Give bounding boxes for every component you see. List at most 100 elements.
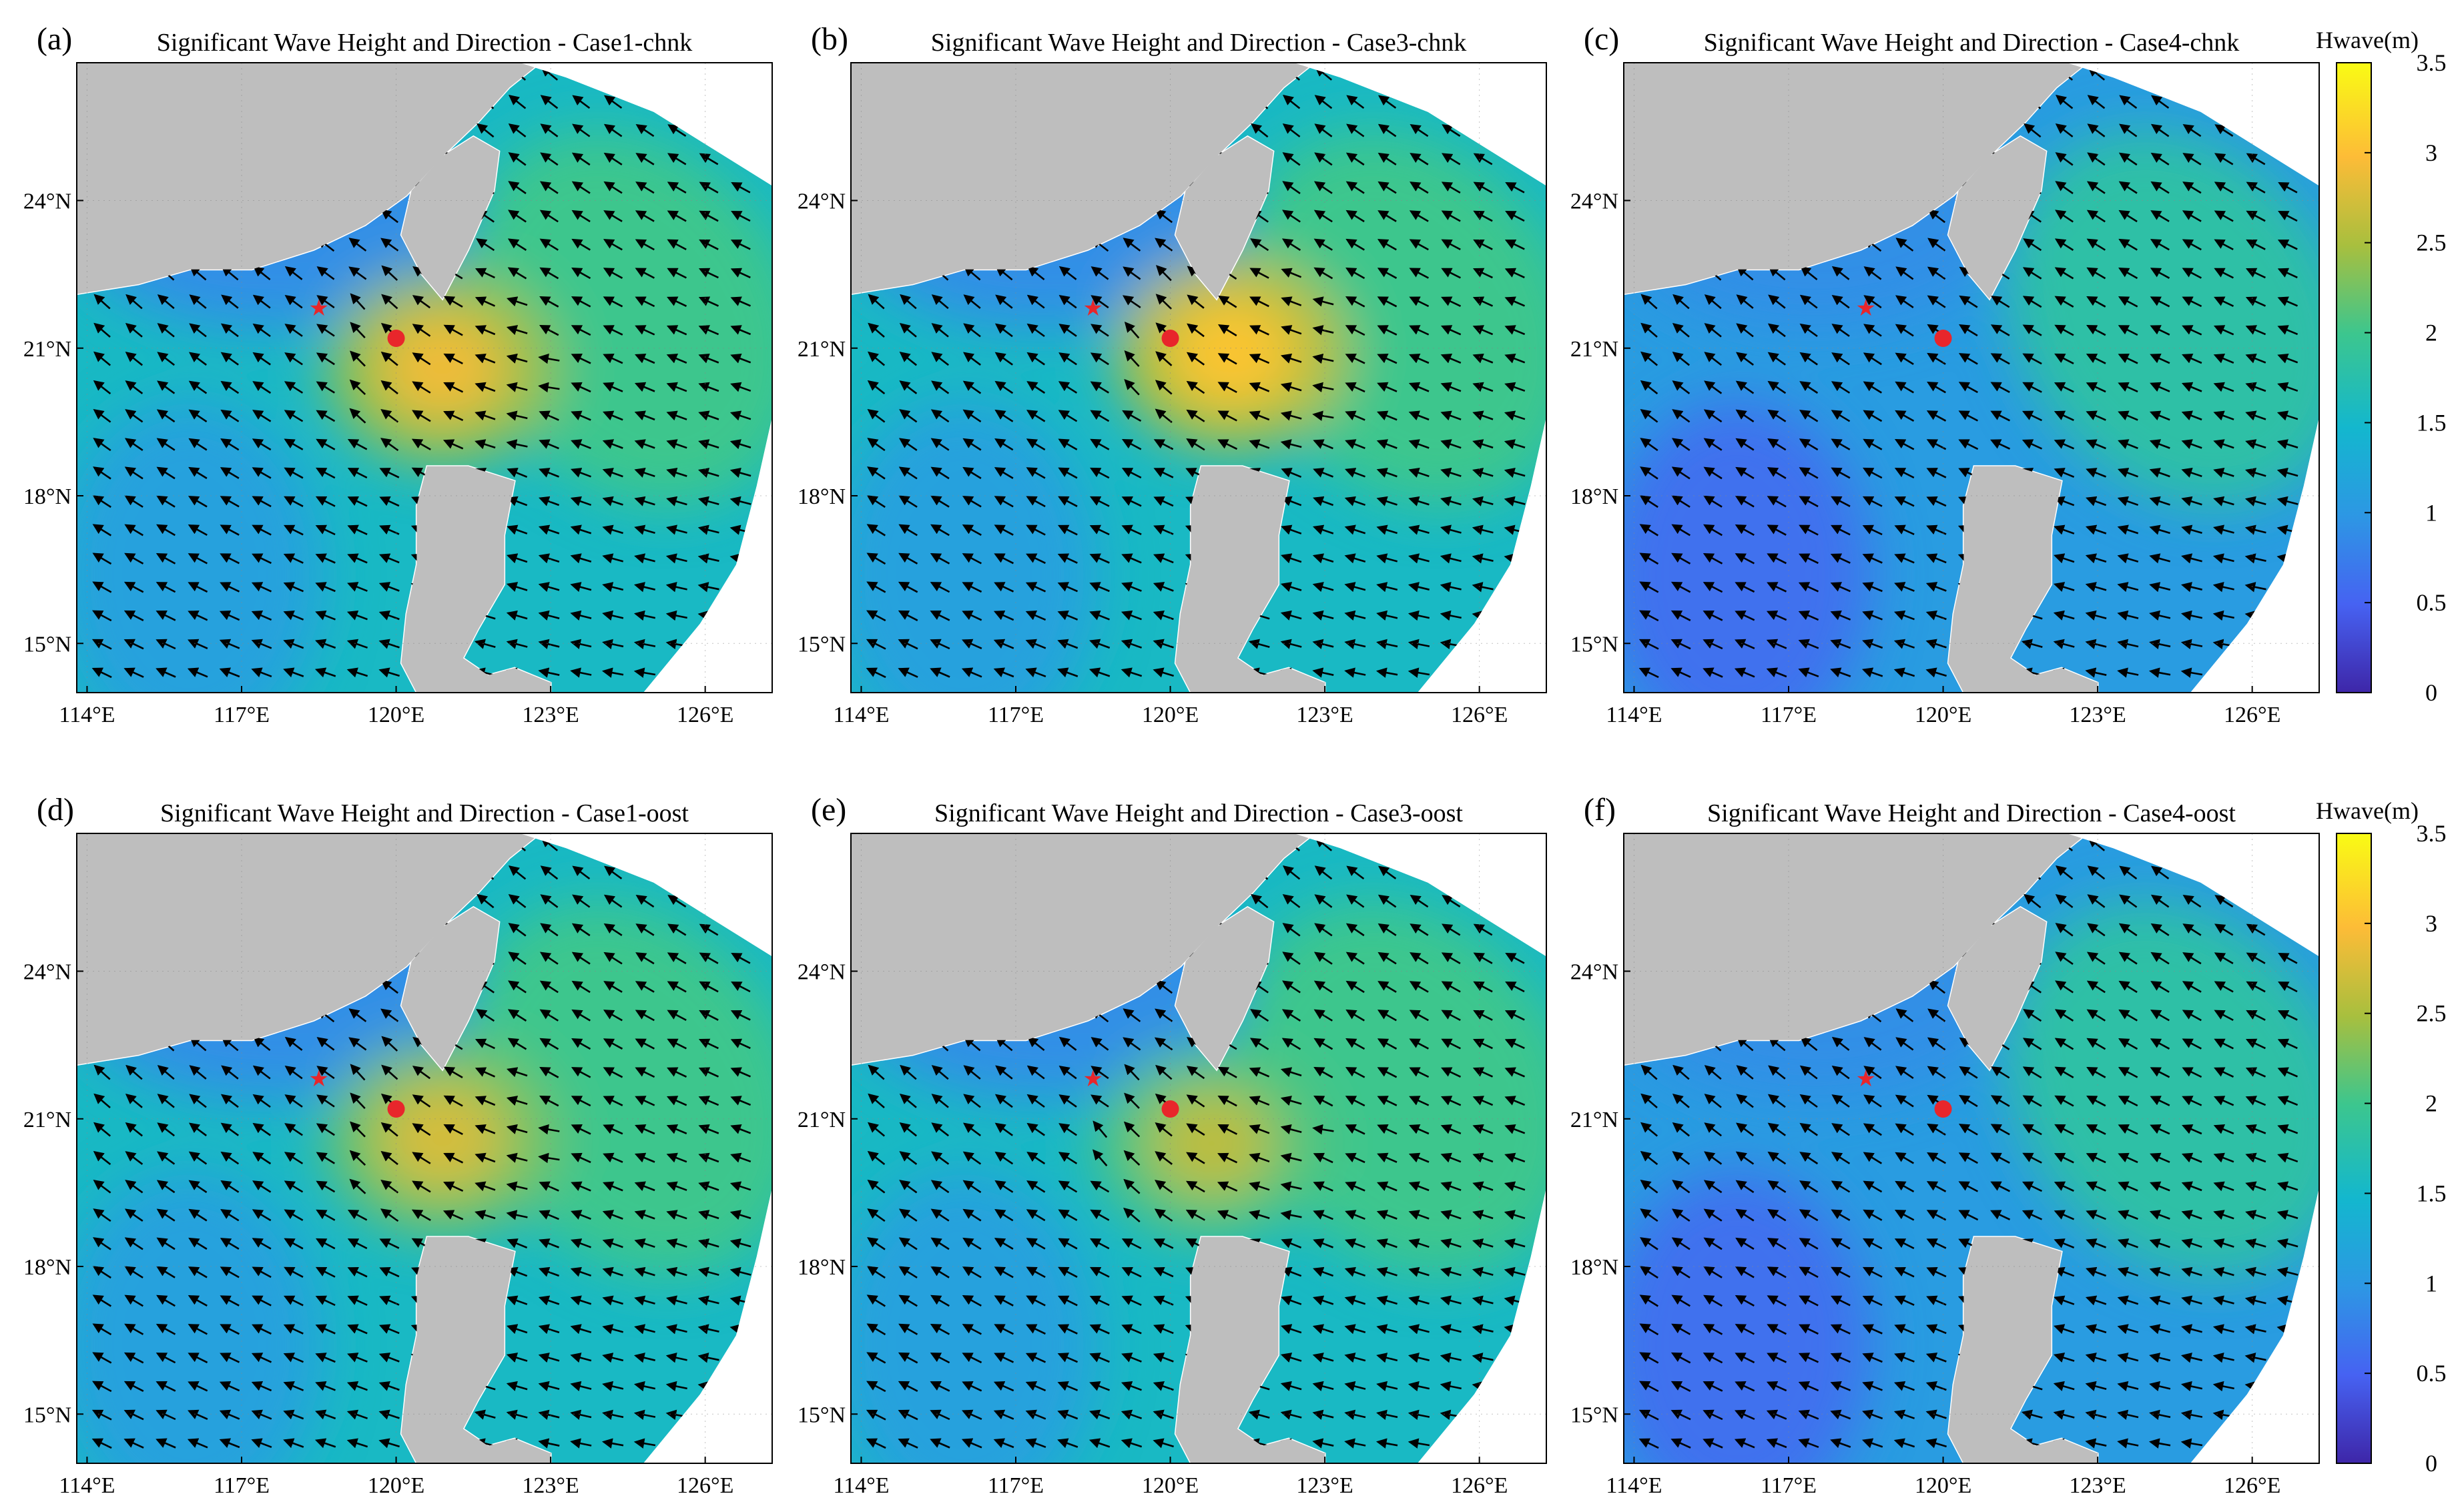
- colorbar-tick-label: 2: [2425, 320, 2437, 346]
- star-marker: ★: [1856, 1067, 1876, 1092]
- panel-title: Significant Wave Height and Direction - …: [157, 29, 692, 57]
- panel-frame: [1623, 62, 2320, 693]
- y-tick-label: 15°N: [1570, 632, 1618, 657]
- y-tick-label: 21°N: [1570, 337, 1618, 362]
- circle-marker: [1161, 330, 1179, 347]
- y-tick-label: 24°N: [23, 960, 71, 985]
- panel-title: Significant Wave Height and Direction - …: [160, 799, 689, 827]
- panel-f: ★ 114°E 117°E 120°E 123°E 126°E 15°N 18°N 21°N 24…: [1570, 792, 2447, 1498]
- x-tick-label: 117°E: [214, 703, 270, 727]
- y-tick-label: 15°N: [798, 632, 846, 657]
- panel-title: Significant Wave Height and Direction - …: [1704, 29, 2239, 57]
- panel-frame: [76, 833, 773, 1464]
- y-tick-label: 18°N: [23, 1255, 71, 1280]
- y-tick-label: 15°N: [23, 1403, 71, 1427]
- colorbar-tick-label: 1.5: [2417, 409, 2447, 436]
- colorbar-tick-label: 2: [2425, 1090, 2437, 1117]
- y-tick-label: 15°N: [798, 1403, 846, 1427]
- y-tick-label: 18°N: [798, 1255, 846, 1280]
- map-area: ★: [851, 63, 1546, 693]
- x-tick-label: 120°E: [368, 703, 424, 727]
- colorbar-tick-label: 0: [2425, 679, 2437, 706]
- circle-marker: [1934, 1100, 1952, 1118]
- colorbar-tick-label: 1: [2425, 499, 2437, 526]
- y-tick-label: 21°N: [23, 337, 71, 362]
- x-tick-label: 126°E: [1451, 1473, 1508, 1498]
- star-marker: ★: [309, 296, 329, 321]
- panel-a: ★ 114°E 117°E 120°E 123°E 126°E 15°N 18°N 21°N 24…: [23, 21, 773, 727]
- star-marker: ★: [1083, 1067, 1103, 1092]
- colorbar-tick-label: 3.5: [2417, 820, 2447, 847]
- x-tick-label: 117°E: [988, 703, 1044, 727]
- x-tick-label: 126°E: [2224, 703, 2280, 727]
- y-tick-label: 24°N: [23, 190, 71, 214]
- panel-letter: (e): [811, 792, 846, 827]
- x-tick-label: 114°E: [59, 1473, 115, 1498]
- x-tick-label: 114°E: [1606, 703, 1662, 727]
- colorbar-tick-label: 1.5: [2417, 1180, 2447, 1206]
- panel-frame: [1623, 833, 2320, 1464]
- colorbar-title: Hwave(m): [2316, 27, 2419, 53]
- x-tick-label: 126°E: [677, 1473, 733, 1498]
- colorbar-tick-label: 1: [2425, 1270, 2437, 1296]
- colorbar-tick-label: 0.5: [2417, 589, 2447, 616]
- x-tick-label: 117°E: [1761, 703, 1817, 727]
- x-tick-label: 123°E: [1296, 1473, 1353, 1498]
- x-tick-label: 120°E: [368, 1473, 424, 1498]
- y-tick-label: 18°N: [1570, 1255, 1618, 1280]
- x-tick-label: 120°E: [1915, 703, 1971, 727]
- x-tick-label: 123°E: [2069, 1473, 2126, 1498]
- y-tick-label: 18°N: [798, 484, 846, 509]
- panel-letter: (d): [37, 792, 74, 827]
- x-tick-label: 120°E: [1915, 1473, 1971, 1498]
- y-tick-label: 21°N: [798, 1108, 846, 1132]
- colorbar-tick-label: 0.5: [2417, 1360, 2447, 1387]
- x-tick-label: 117°E: [988, 1473, 1044, 1498]
- x-tick-label: 117°E: [1761, 1473, 1817, 1498]
- y-tick-label: 24°N: [798, 960, 846, 985]
- y-tick-label: 15°N: [1570, 1403, 1618, 1427]
- star-marker: ★: [309, 1067, 329, 1092]
- x-tick-label: 123°E: [522, 703, 579, 727]
- y-tick-label: 18°N: [1570, 484, 1618, 509]
- panel-letter: (c): [1584, 21, 1619, 57]
- y-tick-label: 24°N: [798, 190, 846, 214]
- colorbar-tick-label: 2.5: [2417, 1000, 2447, 1027]
- y-tick-label: 21°N: [1570, 1108, 1618, 1132]
- y-tick-label: 21°N: [798, 337, 846, 362]
- panel-c: ★ 114°E 117°E 120°E 123°E 126°E 15°N 18°N 21°N 24…: [1570, 21, 2447, 727]
- panel-frame: [850, 62, 1547, 693]
- x-tick-label: 114°E: [59, 703, 115, 727]
- circle-marker: [387, 1100, 405, 1118]
- circle-marker: [387, 330, 405, 347]
- x-tick-label: 114°E: [833, 1473, 889, 1498]
- x-tick-label: 120°E: [1142, 703, 1199, 727]
- map-area: ★: [851, 833, 1546, 1463]
- panel-e: ★ 114°E 117°E 120°E 123°E 126°E 15°N 18°N 21°N 24…: [798, 792, 1547, 1498]
- y-tick-label: 24°N: [1570, 960, 1618, 985]
- colorbar-tick-label: 2.5: [2417, 230, 2447, 256]
- panel-title: Significant Wave Height and Direction - …: [934, 799, 1463, 827]
- y-tick-label: 18°N: [23, 484, 71, 509]
- circle-marker: [1161, 1100, 1179, 1118]
- x-tick-label: 123°E: [522, 1473, 579, 1498]
- star-marker: ★: [1083, 296, 1103, 321]
- colorbar-tick-label: 3: [2425, 910, 2437, 937]
- x-tick-label: 114°E: [1606, 1473, 1662, 1498]
- x-tick-label: 114°E: [833, 703, 889, 727]
- x-tick-label: 126°E: [677, 703, 733, 727]
- x-tick-label: 123°E: [1296, 703, 1353, 727]
- panel-letter: (a): [37, 21, 72, 57]
- x-tick-label: 126°E: [2224, 1473, 2280, 1498]
- panel-letter: (b): [811, 21, 848, 57]
- colorbar-title: Hwave(m): [2316, 797, 2419, 824]
- y-tick-label: 21°N: [23, 1108, 71, 1132]
- map-area: ★: [77, 833, 772, 1463]
- map-area: ★: [1624, 63, 2319, 693]
- panel-title: Significant Wave Height and Direction - …: [1707, 799, 2236, 827]
- circle-marker: [1934, 330, 1952, 347]
- panel-b: ★ 114°E 117°E 120°E 123°E 126°E 15°N 18°N 21°N 24…: [798, 21, 1547, 727]
